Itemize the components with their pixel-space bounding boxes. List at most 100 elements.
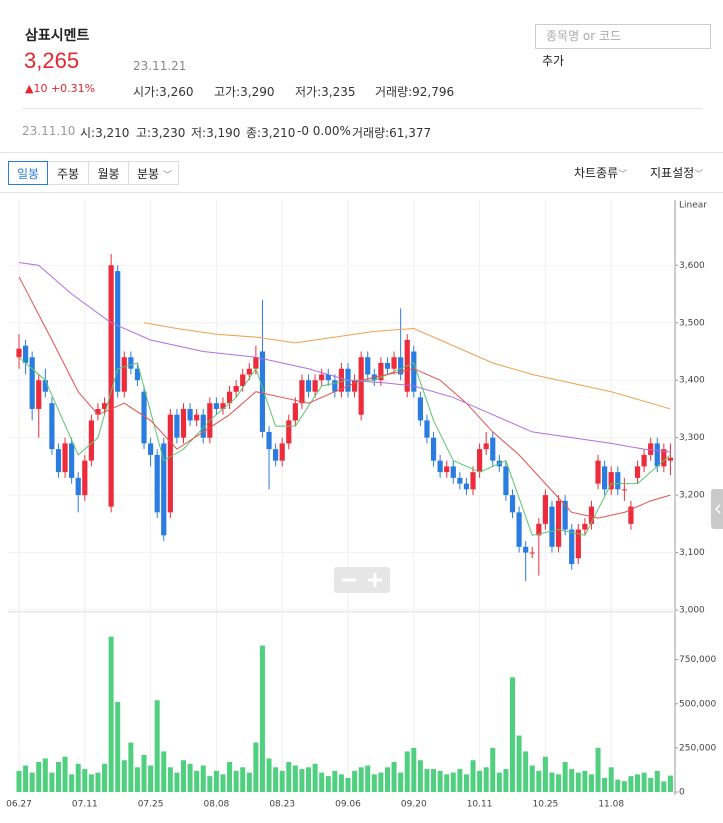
menu-label: 지표설정 bbox=[650, 166, 695, 180]
x-tick-label: 07.25 bbox=[138, 800, 164, 810]
volume-bar bbox=[411, 747, 417, 792]
volume-bar bbox=[187, 763, 193, 792]
candle-body bbox=[621, 489, 627, 491]
candle-body bbox=[549, 506, 555, 547]
candle-body bbox=[358, 357, 364, 415]
volume-bar bbox=[102, 763, 108, 792]
indicator-menu[interactable]: 지표설정﹀ bbox=[650, 161, 703, 185]
quote-date: 23.11.21 bbox=[133, 59, 187, 73]
volume-bar bbox=[398, 772, 404, 792]
candle-body bbox=[332, 380, 338, 392]
candle-body bbox=[536, 523, 542, 536]
candle-body bbox=[338, 368, 345, 392]
candle-body bbox=[16, 348, 22, 358]
candle-body bbox=[351, 380, 358, 392]
candle-body bbox=[654, 443, 660, 467]
volume-bar bbox=[503, 769, 509, 792]
volume-bar bbox=[470, 760, 476, 792]
volume-bar bbox=[391, 762, 397, 792]
volume-bar bbox=[233, 770, 239, 792]
search-input[interactable]: 종목명 or 코드 bbox=[535, 24, 711, 49]
volume-bar bbox=[266, 758, 272, 792]
volume-bar bbox=[490, 747, 496, 792]
volume-bar bbox=[345, 777, 351, 792]
prev-quote: 시:3,210 bbox=[80, 126, 130, 140]
side-tab[interactable] bbox=[711, 489, 723, 529]
candle-body bbox=[148, 443, 154, 455]
prev-quote: 고:3,230 bbox=[136, 126, 186, 140]
volume-bar bbox=[161, 751, 167, 792]
candle-body bbox=[279, 443, 285, 461]
x-tick-label: 08.08 bbox=[204, 800, 230, 810]
candle-body bbox=[29, 357, 35, 409]
period-tab[interactable]: 일봉 bbox=[8, 161, 48, 185]
candle-body bbox=[424, 420, 430, 438]
divider bbox=[22, 108, 702, 109]
candle-body bbox=[483, 443, 489, 450]
add-button[interactable]: 추가 bbox=[542, 54, 565, 68]
zoom-control[interactable] bbox=[334, 567, 390, 593]
candle-body bbox=[154, 454, 160, 513]
volume-bar bbox=[516, 735, 522, 792]
period-tab[interactable]: 주봉 bbox=[47, 161, 89, 185]
candle-body bbox=[384, 362, 391, 369]
candle-body bbox=[174, 414, 180, 438]
candle-body bbox=[82, 460, 88, 496]
candle-body bbox=[246, 368, 252, 375]
period-tab[interactable]: 분봉 ﹀ bbox=[128, 161, 179, 185]
candle-body bbox=[69, 443, 75, 478]
volume-bar bbox=[69, 774, 75, 792]
y-tick-label: 250,000 bbox=[679, 743, 716, 753]
candle-body bbox=[259, 351, 266, 432]
volume-bar bbox=[352, 770, 358, 792]
volume-bar bbox=[536, 770, 542, 792]
candle-body bbox=[437, 460, 443, 473]
candle-body bbox=[529, 552, 535, 554]
volume-bar bbox=[62, 756, 68, 792]
candle-body bbox=[542, 495, 548, 524]
candle-body bbox=[22, 345, 29, 363]
volume-bar bbox=[615, 779, 621, 792]
volume-bar bbox=[325, 776, 331, 792]
price-plot bbox=[16, 253, 674, 582]
volume-bar bbox=[588, 774, 594, 792]
y-tick-label: 0 bbox=[679, 788, 685, 798]
volume-bar bbox=[286, 762, 292, 792]
volume-bar bbox=[200, 765, 206, 792]
chart-type-menu[interactable]: 차트종류﹀ bbox=[574, 161, 627, 185]
candle-body bbox=[200, 414, 206, 438]
candle-body bbox=[667, 457, 674, 461]
volume-bar bbox=[213, 770, 219, 792]
volume-bar bbox=[240, 767, 246, 792]
volume-bar bbox=[259, 645, 265, 792]
divider bbox=[0, 192, 723, 193]
volume-bar bbox=[641, 772, 647, 792]
candle-body bbox=[240, 374, 246, 386]
candle-body bbox=[312, 380, 318, 392]
volume-bar bbox=[134, 767, 140, 792]
volume-bar bbox=[575, 772, 581, 792]
candle-body bbox=[62, 443, 68, 473]
candle-body bbox=[213, 403, 219, 409]
volume-bar bbox=[292, 765, 298, 792]
volume-bar bbox=[431, 769, 437, 792]
volume-bar bbox=[319, 772, 325, 792]
price-change: ▲10 +0.31% bbox=[25, 82, 96, 95]
volume-bar bbox=[227, 762, 233, 792]
y-tick-label: 3,100 bbox=[679, 548, 705, 558]
candle-body bbox=[398, 357, 404, 375]
candle-body bbox=[233, 385, 239, 392]
volume-bar bbox=[358, 767, 364, 792]
volume-bar bbox=[306, 767, 312, 792]
prev-date: 23.11.10 bbox=[22, 124, 76, 138]
candle-body bbox=[523, 546, 529, 553]
candle-body bbox=[134, 368, 141, 381]
x-tick-label: 07.11 bbox=[72, 800, 98, 810]
volume-bar bbox=[312, 763, 318, 792]
volume-bar bbox=[510, 677, 515, 792]
x-tick-label: 10.11 bbox=[467, 800, 493, 810]
volume-bar bbox=[82, 769, 88, 792]
volume-bar bbox=[371, 774, 377, 792]
candle-body bbox=[648, 443, 654, 455]
candle-body bbox=[608, 472, 614, 490]
